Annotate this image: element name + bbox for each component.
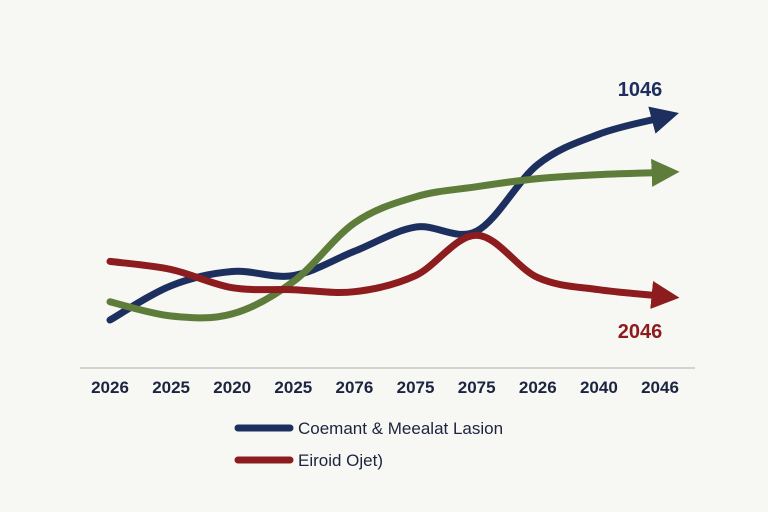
legend-label-1: Eiroid Ojet) — [298, 451, 383, 470]
x-tick-label: 2026 — [519, 378, 557, 397]
series-end-label-2: 2046 — [618, 321, 663, 343]
x-tick-label: 2040 — [580, 378, 618, 397]
legend: Coemant & Meealat Lasion Eiroid Ojet) — [234, 419, 503, 470]
x-tick-label: 2075 — [397, 378, 435, 397]
x-tick-label: 2025 — [274, 378, 312, 397]
x-tick-label: 2020 — [213, 378, 251, 397]
x-tick-labels: 2026 2025 2020 2025 2076 2075 2075 2026 2040 2046 — [91, 378, 679, 397]
x-tick-label: 2075 — [458, 378, 496, 397]
series-line-1 — [106, 158, 680, 322]
x-tick-label: 2046 — [641, 378, 679, 397]
x-tick-label: 2025 — [152, 378, 190, 397]
end-labels: 1046 2046 — [618, 79, 663, 343]
series-line-2 — [106, 231, 680, 309]
legend-label-0: Coemant & Meealat Lasion — [298, 419, 503, 438]
x-tick-label: 2076 — [336, 378, 374, 397]
x-tick-label: 2026 — [91, 378, 129, 397]
series-layer — [106, 106, 680, 324]
series-end-label-0: 1046 — [618, 79, 663, 101]
